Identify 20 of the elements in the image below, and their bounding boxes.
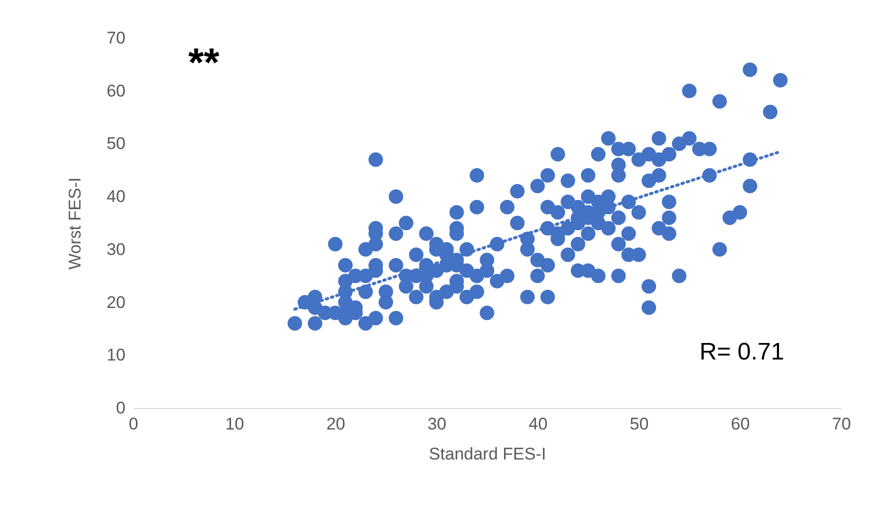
x-tick-label: 40: [528, 414, 548, 434]
x-tick-label: 70: [832, 414, 851, 434]
annotation: R= 0.71: [700, 338, 784, 366]
y-tick-label: 10: [106, 346, 126, 365]
y-tick-label: 30: [106, 240, 126, 259]
x-tick-label: 50: [630, 414, 649, 434]
y-tick-label: 60: [106, 81, 126, 100]
y-tick-label: 40: [106, 187, 126, 206]
x-tick-label: 60: [730, 414, 750, 434]
x-tick-label: 10: [225, 414, 244, 434]
x-tick-label: 30: [427, 414, 446, 434]
y-tick-label: 20: [106, 292, 126, 312]
y-tick-label: 0: [116, 398, 126, 418]
annotation: **: [188, 40, 220, 85]
x-tick-label: 20: [326, 414, 346, 434]
x-axis-title: Standard FES-I: [428, 444, 546, 464]
y-tick-label: 70: [106, 28, 126, 48]
x-tick-label: 0: [128, 414, 138, 434]
y-axis-title: Worst FES-I: [66, 177, 85, 270]
y-tick-label: 50: [106, 134, 126, 154]
